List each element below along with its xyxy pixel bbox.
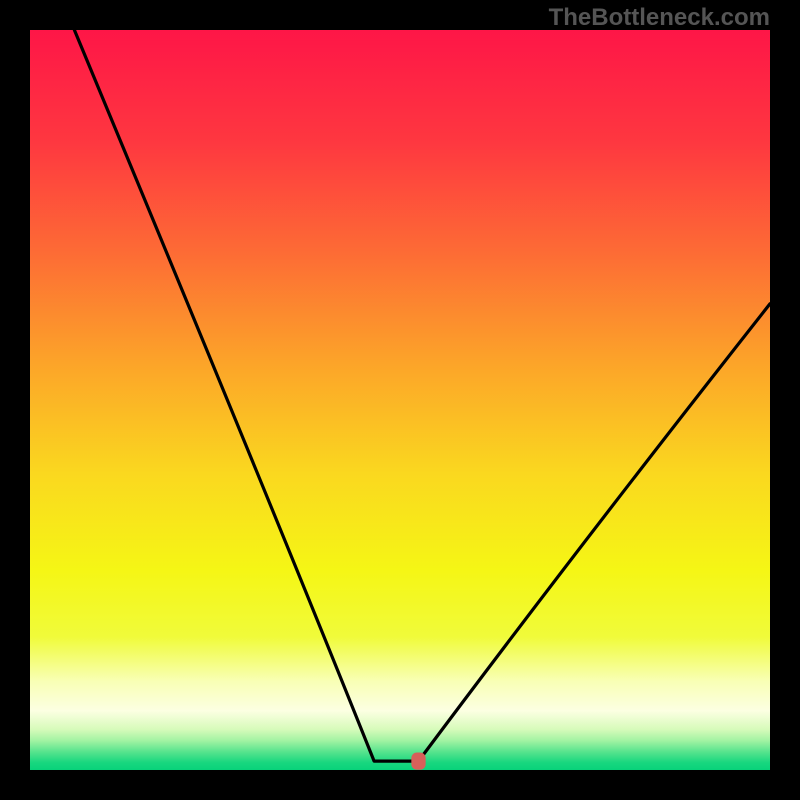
chart-background-gradient [30,30,770,770]
watermark-text: TheBottleneck.com [549,4,770,32]
chart-stage: TheBottleneck.com [0,0,800,800]
bottleneck-chart [30,30,770,770]
optimal-point-marker [412,753,425,769]
